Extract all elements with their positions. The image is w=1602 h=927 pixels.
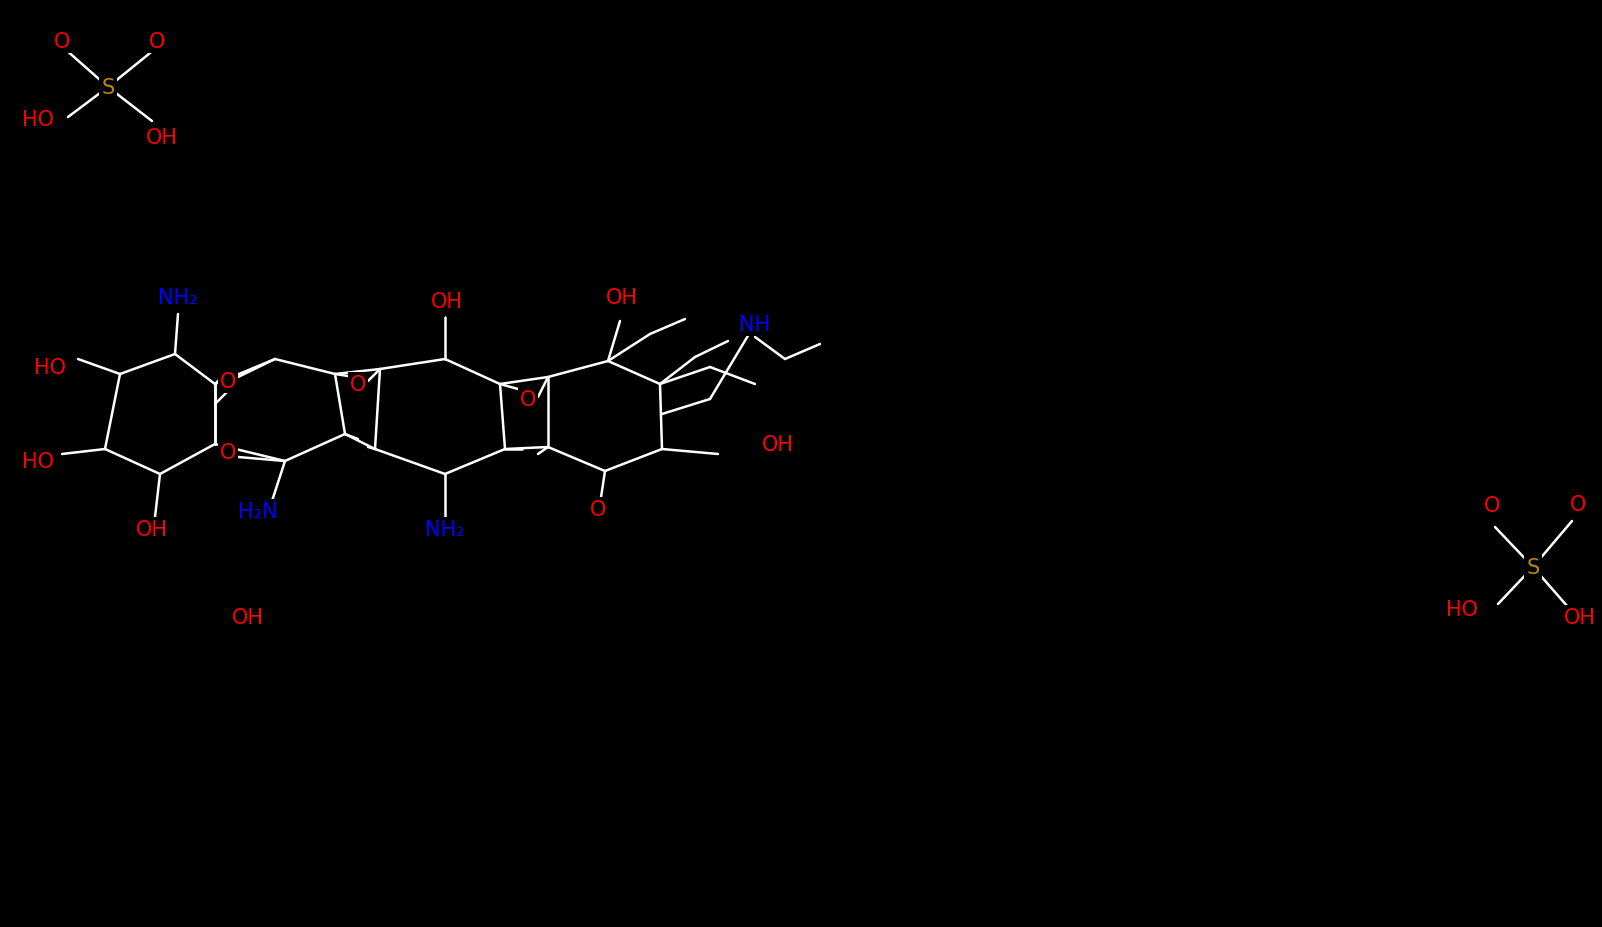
Text: O: O: [1570, 494, 1586, 514]
Text: O: O: [149, 32, 165, 52]
Text: O: O: [1483, 495, 1499, 515]
Text: O: O: [590, 500, 606, 519]
Text: HO: HO: [34, 358, 66, 377]
Text: O: O: [54, 32, 70, 52]
Text: OH: OH: [431, 292, 463, 311]
Text: OH: OH: [606, 287, 638, 308]
Text: NH₂: NH₂: [425, 519, 465, 540]
Text: NH: NH: [740, 314, 771, 335]
Text: O: O: [349, 375, 367, 395]
Text: OH: OH: [763, 435, 795, 454]
Text: O: O: [219, 442, 235, 463]
Text: O: O: [219, 372, 235, 391]
Text: OH: OH: [136, 519, 168, 540]
Text: HO: HO: [22, 110, 54, 130]
Text: O: O: [519, 389, 537, 410]
Text: S: S: [1527, 557, 1540, 578]
Text: H₂N: H₂N: [239, 502, 277, 521]
Text: S: S: [101, 78, 115, 98]
Text: OH: OH: [1564, 607, 1596, 628]
Text: HO: HO: [22, 451, 54, 472]
Text: HO: HO: [1447, 600, 1479, 619]
Text: NH₂: NH₂: [159, 287, 197, 308]
Text: OH: OH: [232, 607, 264, 628]
Text: OH: OH: [146, 128, 178, 147]
